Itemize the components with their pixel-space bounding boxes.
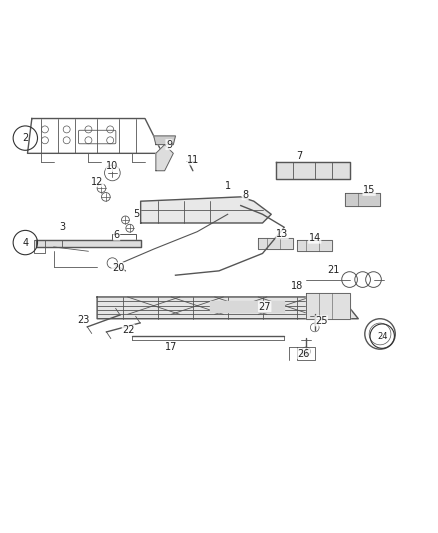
Text: 11: 11 [187,155,199,165]
Text: 5: 5 [133,209,139,219]
Polygon shape [36,240,141,247]
Text: 1: 1 [225,181,231,191]
Text: 2: 2 [22,133,28,143]
Text: 13: 13 [276,229,288,239]
Text: 20: 20 [112,263,124,273]
Text: 10: 10 [106,161,119,172]
Polygon shape [297,240,332,251]
Text: 8: 8 [242,190,248,200]
Polygon shape [276,162,350,180]
Polygon shape [345,192,380,206]
Text: 12: 12 [91,176,103,187]
Polygon shape [156,144,173,171]
Text: 25: 25 [315,316,328,326]
Text: 4: 4 [22,238,28,247]
Polygon shape [154,136,176,144]
Text: 7: 7 [297,150,303,160]
Text: 26: 26 [298,349,310,359]
Polygon shape [306,293,350,319]
Polygon shape [141,197,271,223]
Polygon shape [210,301,284,312]
Text: 21: 21 [327,265,339,275]
Text: 14: 14 [309,233,321,243]
Text: 23: 23 [77,314,89,325]
Text: 15: 15 [363,185,375,195]
Text: 22: 22 [122,325,135,335]
Text: 24: 24 [377,332,388,341]
Text: 3: 3 [59,222,65,232]
Polygon shape [97,297,358,319]
Text: 17: 17 [165,342,177,352]
Text: 18: 18 [291,281,304,291]
Text: 9: 9 [166,140,172,150]
Polygon shape [258,238,293,249]
Text: 6: 6 [113,230,120,240]
Text: 27: 27 [258,302,271,312]
